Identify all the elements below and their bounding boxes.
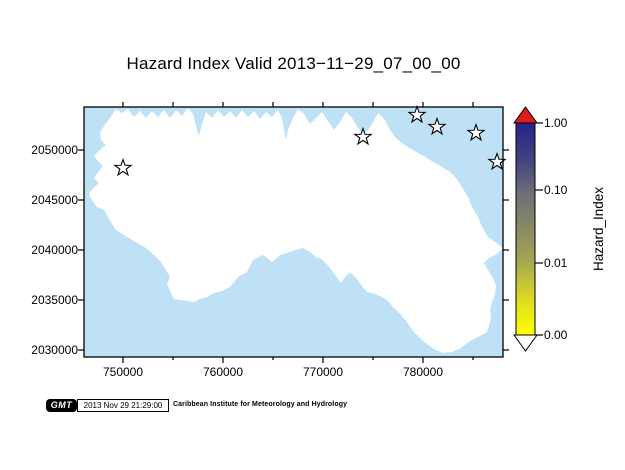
x-axis-tick-label: 760000 — [202, 365, 244, 379]
colorbar-tick-label: 1.00 — [544, 116, 568, 130]
colorbar-under-arrow — [513, 334, 538, 352]
colorbar-tick-label: 0.00 — [544, 328, 568, 342]
plot-title: Hazard Index Valid 2013−11−29_07_00_00 — [126, 54, 461, 73]
y-axis-tick-label: 2050000 — [31, 143, 78, 157]
y-axis-tick-label: 2040000 — [31, 243, 78, 257]
x-axis-tick-label: 780000 — [402, 365, 444, 379]
map-canvas — [78, 102, 509, 363]
x-axis-tick-label: 750000 — [102, 365, 144, 379]
colorbar — [513, 106, 543, 352]
colorbar-ticks — [535, 122, 543, 336]
colorbar-title: Hazard_Index — [591, 186, 606, 272]
timestamp-badge: 2013 Nov 29 21:29:00 — [77, 399, 169, 412]
island-landmass — [89, 108, 503, 353]
y-axis-tick-label: 2030000 — [31, 343, 78, 357]
colorbar-over-arrow — [513, 106, 538, 124]
x-axis-tick-label: 770000 — [302, 365, 344, 379]
colorbar-tick-label: 0.01 — [544, 256, 568, 270]
colorbar-gradient-bar — [515, 122, 536, 336]
credit-text: Caribbean Institute for Meteorology and … — [173, 401, 348, 408]
map-frame-ticks — [78, 102, 509, 363]
y-axis-tick-label: 2035000 — [31, 293, 78, 307]
colorbar-tick-label: 0.10 — [544, 183, 568, 197]
gmt-logo: GMT — [46, 399, 77, 412]
y-axis-tick-label: 2045000 — [31, 193, 78, 207]
map-frame — [83, 106, 504, 358]
